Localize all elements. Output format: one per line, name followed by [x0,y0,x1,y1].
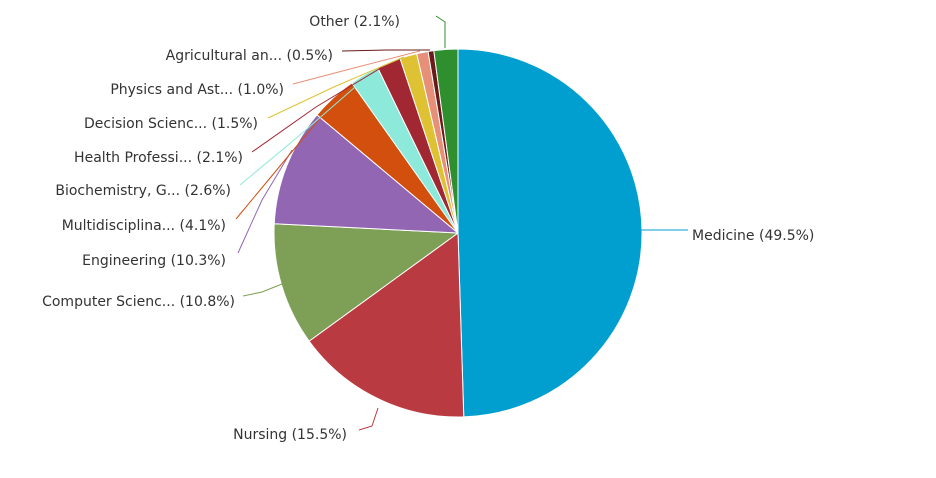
slice-label-multidisciplina: Multidisciplina... (4.1%) [62,218,226,234]
pie-slice-other[interactable] [433,48,459,234]
connector-biochemistry-g [239,80,363,186]
label-connectors [235,15,688,431]
pie-slice-engineering[interactable] [273,114,459,234]
slice-label-other: Other (2.1%) [309,14,400,30]
connector-agricultural-an [341,49,430,52]
slice-label-agricultural-an: Agricultural an... (0.5%) [166,48,333,64]
slice-label-biochemistry-g: Biochemistry, G... (2.6%) [55,183,231,199]
pie-slice-medicine[interactable] [457,48,643,418]
connector-physics-and-ast [292,50,421,85]
slice-label-decision-scienc: Decision Scienc... (1.5%) [84,116,258,132]
pie-slice-computer-scienc[interactable] [273,223,459,342]
connector-multidisciplina [235,98,337,220]
slice-label-medicine: Medicine (49.5%) [692,228,814,244]
connector-nursing [358,407,379,431]
slice-label-nursing: Nursing (15.5%) [233,427,347,443]
connector-health-professi [251,65,385,153]
slice-label-health-professi: Health Professi... (2.1%) [74,150,243,166]
connector-engineering [237,149,293,254]
slice-labels: Medicine (49.5%) Nursing (15.5%) Computer … [42,14,814,443]
connector-decision-scienc [267,56,405,119]
pie-slice-nursing[interactable] [308,232,465,418]
connector-computer-scienc [242,283,283,297]
slice-label-physics-and-ast: Physics and Ast... (1.0%) [110,82,284,98]
pie-slices [273,48,643,418]
slice-label-computer-scienc: Computer Scienc... (10.8%) [42,294,235,310]
connector-other [435,15,446,48]
slice-label-engineering: Engineering (10.3%) [82,253,226,269]
